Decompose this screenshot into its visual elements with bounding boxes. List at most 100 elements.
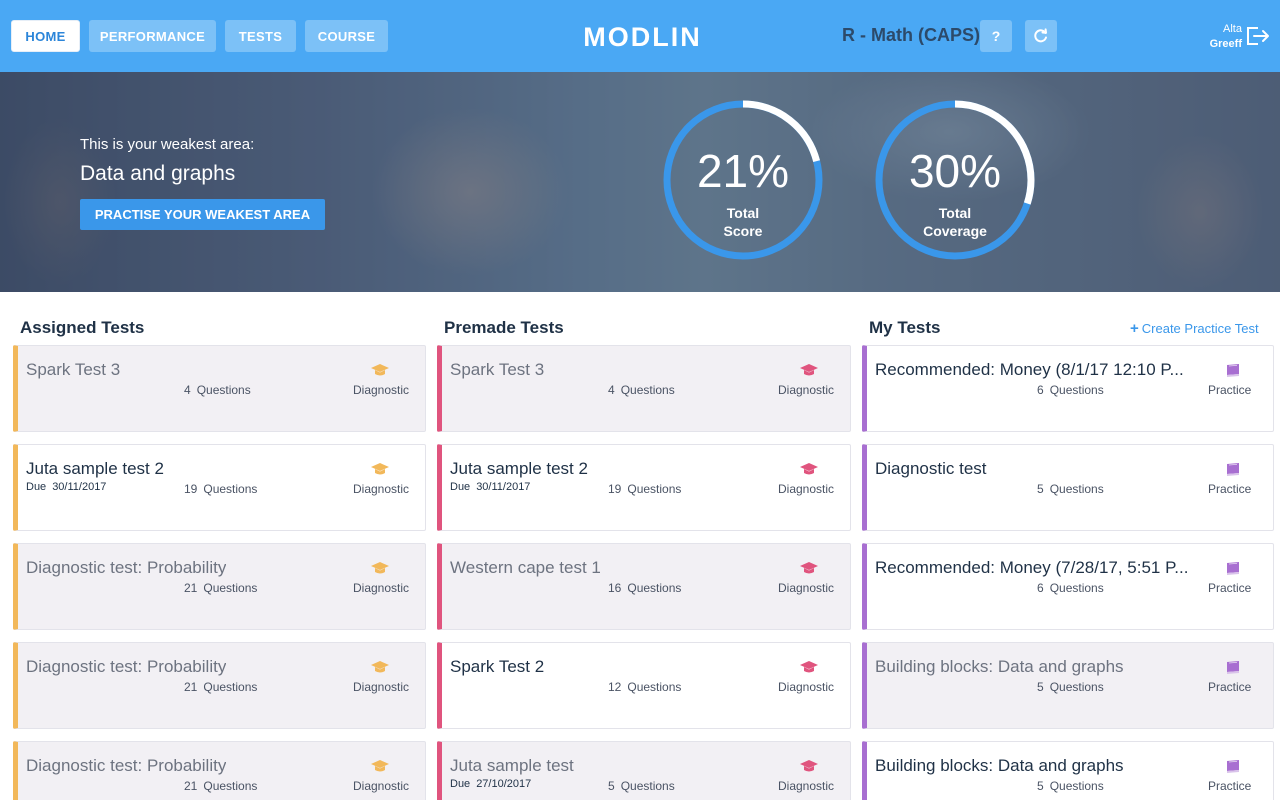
test-type: Diagnostic [353, 680, 410, 694]
my-test-card[interactable]: Building blocks: Data and graphs 5 Questio… [862, 642, 1274, 729]
my-test-card[interactable]: Diagnostic test 5 Questions Practice [862, 444, 1274, 531]
graduation-cap-icon [370, 759, 390, 773]
test-type: Diagnostic [778, 680, 835, 694]
user-last-name: Greeff [1209, 38, 1242, 50]
book-icon [1223, 759, 1243, 773]
question-count: 5 Questions [608, 779, 675, 793]
premade-test-card[interactable]: Juta sample test 2 Due 30/11/2017 19 Questio… [437, 444, 851, 531]
user-name: Alta Greeff [1210, 22, 1242, 52]
hero-banner: This is your weakest area: Data and grap… [0, 72, 1280, 292]
score-progress-arc [663, 100, 823, 260]
weakest-area-name: Data and graphs [80, 162, 236, 185]
due-date: Due 30/11/2017 [450, 481, 531, 493]
test-name: Juta sample test 2 [26, 459, 164, 478]
question-count: 21 Questions [184, 581, 258, 595]
premade-test-card[interactable]: Western cape test 1 16 Questions Diagnostic [437, 543, 851, 630]
question-count: 4 Questions [184, 383, 251, 397]
top-nav-bar: HOME PERFORMANCE TESTS COURSE MODLIN R -… [0, 0, 1280, 72]
question-count: 5 Questions [1037, 482, 1104, 496]
assigned-test-card[interactable]: Diagnostic test: Probability 21 Questions D… [13, 642, 426, 729]
test-type: Diagnostic [778, 779, 835, 793]
premade-test-card[interactable]: Spark Test 3 4 Questions Diagnostic [437, 345, 851, 432]
test-name: Juta sample test [450, 756, 574, 775]
question-count: 6 Questions [1037, 581, 1104, 595]
my-test-card[interactable]: Building blocks: Data and graphs 5 Questio… [862, 741, 1274, 800]
book-icon [1223, 363, 1243, 377]
assigned-test-card[interactable]: Diagnostic test: Probability 21 Questions D… [13, 543, 426, 630]
test-type: Diagnostic [778, 383, 835, 397]
plus-icon: + [1130, 320, 1139, 337]
premade-test-card[interactable]: Spark Test 2 12 Questions Diagnostic [437, 642, 851, 729]
test-name: Juta sample test 2 [450, 459, 588, 478]
graduation-cap-icon [799, 660, 819, 674]
test-name: Spark Test 3 [26, 360, 121, 379]
refresh-button[interactable] [1025, 20, 1057, 52]
graduation-cap-icon [370, 561, 390, 575]
graduation-cap-icon [799, 561, 819, 575]
coverage-progress-arc [875, 100, 1035, 260]
due-date: Due 27/10/2017 [450, 778, 532, 790]
question-count: 5 Questions [1037, 680, 1104, 694]
course-title: R - Math (CAPS) [842, 25, 980, 45]
assigned-tests-heading: Assigned Tests [20, 318, 145, 337]
test-name: Diagnostic test: Probability [26, 657, 227, 676]
assigned-test-card[interactable]: Spark Test 3 4 Questions Diagnostic [13, 345, 426, 432]
refresh-icon [1034, 28, 1047, 43]
test-name: Diagnostic test: Probability [26, 558, 227, 577]
test-type: Diagnostic [778, 482, 835, 496]
graduation-cap-icon [370, 363, 390, 377]
total-coverage-gauge: 30% Total Coverage [873, 98, 1037, 262]
test-name: Recommended: Money (7/28/17, 5:51 P... [875, 558, 1189, 577]
question-count: 6 Questions [1037, 383, 1104, 397]
question-count: 16 Questions [608, 581, 682, 595]
user-first-name: Alta [1223, 23, 1242, 35]
question-count: 21 Questions [184, 779, 258, 793]
test-name: Diagnostic test: Probability [26, 756, 227, 775]
practise-weakest-area-button[interactable]: PRACTISE YOUR WEAKEST AREA [80, 199, 325, 230]
graduation-cap-icon [799, 759, 819, 773]
help-button[interactable]: ? [980, 20, 1012, 52]
question-count: 12 Questions [608, 680, 682, 694]
due-date: Due 30/11/2017 [26, 481, 107, 493]
test-name: Western cape test 1 [450, 558, 601, 577]
test-type: Practice [1208, 680, 1252, 694]
book-icon [1223, 561, 1243, 575]
test-type: Diagnostic [353, 383, 410, 397]
test-type: Practice [1208, 779, 1252, 793]
test-name: Diagnostic test [875, 459, 987, 478]
premade-tests-heading: Premade Tests [444, 318, 564, 337]
test-name: Recommended: Money (8/1/17 12:10 P... [875, 360, 1184, 379]
premade-test-card[interactable]: Juta sample test Due 27/10/2017 5 Questions D… [437, 741, 851, 800]
test-type: Practice [1208, 482, 1252, 496]
total-coverage-label: Total Coverage [923, 205, 987, 239]
test-type: Diagnostic [353, 779, 410, 793]
tab-performance[interactable]: PERFORMANCE [89, 20, 216, 52]
question-count: 4 Questions [608, 383, 675, 397]
tab-course[interactable]: COURSE [305, 20, 388, 52]
app-logo[interactable]: MODLIN [583, 21, 702, 52]
test-name: Spark Test 3 [450, 360, 545, 379]
graduation-cap-icon [799, 363, 819, 377]
weakest-area-label: This is your weakest area: [80, 136, 255, 153]
question-count: 5 Questions [1037, 779, 1104, 793]
graduation-cap-icon [370, 660, 390, 674]
tab-home[interactable]: HOME [11, 20, 80, 52]
graduation-cap-icon [799, 462, 819, 476]
assigned-test-card[interactable]: Diagnostic test: Probability 21 Questions D… [13, 741, 426, 800]
create-practice-test-link[interactable]: + Create Practice Test [1130, 320, 1259, 337]
assigned-test-card[interactable]: Juta sample test 2 Due 30/11/2017 19 Questio… [13, 444, 426, 531]
test-type: Diagnostic [353, 581, 410, 595]
question-count: 21 Questions [184, 680, 258, 694]
logout-icon[interactable] [1245, 24, 1271, 48]
total-score-label: Total Score [723, 205, 763, 239]
tab-tests[interactable]: TESTS [225, 20, 296, 52]
test-type: Diagnostic [353, 482, 410, 496]
my-test-card[interactable]: Recommended: Money (7/28/17, 5:51 P... 6 Q… [862, 543, 1274, 630]
test-type: Practice [1208, 383, 1252, 397]
test-name: Building blocks: Data and graphs [875, 657, 1124, 676]
question-count: 19 Questions [184, 482, 258, 496]
total-coverage-value: 30% [908, 145, 1002, 197]
book-icon [1223, 462, 1243, 476]
my-test-card[interactable]: Recommended: Money (8/1/17 12:10 P... 6 Qu… [862, 345, 1274, 432]
total-score-gauge: 21% Total Score [661, 98, 825, 262]
